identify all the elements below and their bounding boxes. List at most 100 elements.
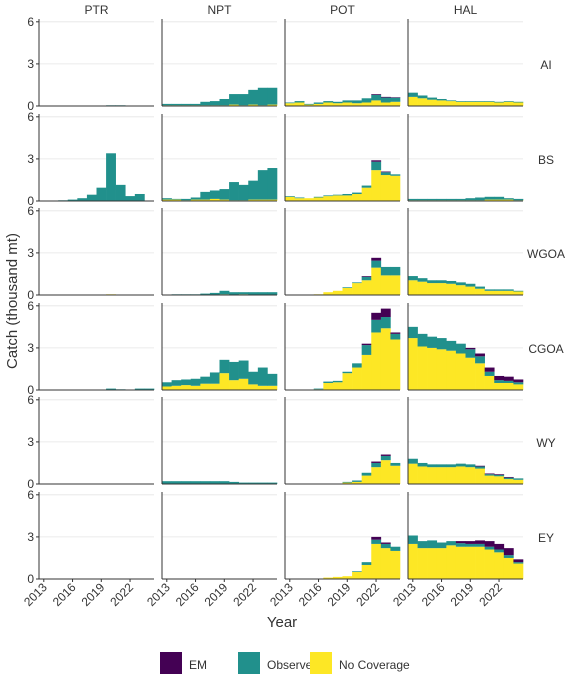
bar-no-coverage-2024 <box>513 563 524 579</box>
bar-no-coverage-2016 <box>436 467 447 484</box>
bar-no-coverage-2024 <box>513 102 524 106</box>
bar-observer-2021 <box>361 276 372 281</box>
bar-no-coverage-2017 <box>323 102 334 106</box>
panel-cgoa-ptr <box>38 303 155 391</box>
bar-no-coverage-2015 <box>304 104 315 106</box>
bar-observer-2020 <box>475 197 485 201</box>
bar-observer-2019 <box>219 98 230 106</box>
bar-observer-2020 <box>106 153 116 201</box>
bar-no-coverage-2022 <box>494 476 505 484</box>
bar-no-coverage-2017 <box>446 350 457 390</box>
bar-no-coverage-2019 <box>342 373 353 390</box>
bar-observer-2017 <box>446 541 457 546</box>
bar-no-coverage-2015 <box>427 283 438 295</box>
bar-observer-2018 <box>455 101 466 102</box>
bar-observer-2017 <box>446 100 457 102</box>
bar-observer-2022 <box>371 94 382 101</box>
bar-observer-2019 <box>465 198 476 201</box>
bar-observer-2024 <box>390 333 401 340</box>
bar-observer-2022 <box>494 196 505 200</box>
panel-ey-pot <box>284 492 401 580</box>
legend-swatch-em <box>160 652 182 674</box>
bar-observer-2021 <box>361 562 372 565</box>
bar-no-coverage-2024 <box>513 291 524 295</box>
bar-no-coverage-2018 <box>455 101 466 106</box>
bar-observer-2018 <box>455 343 466 354</box>
panel-ai-hal <box>407 19 524 107</box>
bar-em-2022 <box>371 536 382 540</box>
bar-no-coverage-2017 <box>323 292 334 295</box>
bar-observer-2020 <box>475 356 485 364</box>
bar-observer-2024 <box>513 101 524 103</box>
bar-observer-2021 <box>361 345 372 355</box>
bar-observer-2019 <box>342 371 353 374</box>
bar-no-coverage-2015 <box>181 385 192 390</box>
bar-observer-2016 <box>313 388 324 390</box>
bar-observer-2018 <box>209 101 220 106</box>
bar-observer-2018 <box>332 101 343 104</box>
bar-observer-2021 <box>484 371 495 376</box>
bar-observer-2020 <box>106 388 116 390</box>
bar-no-coverage-2023 <box>257 385 268 390</box>
bar-observer-2024 <box>513 382 524 385</box>
x-tick-label: 2013 <box>144 580 173 609</box>
bar-observer-2021 <box>484 546 495 550</box>
bar-observer-2019 <box>219 189 230 200</box>
bar-em-2023 <box>503 376 514 381</box>
bar-no-coverage-2024 <box>513 479 524 484</box>
bar-no-coverage-2023 <box>380 328 391 390</box>
bar-no-coverage-2020 <box>475 101 485 106</box>
bar-observer-2022 <box>494 474 505 477</box>
x-tick-label: 2022 <box>230 580 259 609</box>
bar-no-coverage-2022 <box>248 384 259 390</box>
bar-observer-2017 <box>200 481 211 484</box>
bar-no-coverage-2018 <box>455 285 466 295</box>
y-tick-label: 3 <box>27 341 34 355</box>
bar-observer-2013 <box>162 198 172 200</box>
bar-no-coverage-2015 <box>427 347 438 390</box>
bar-no-coverage-2014 <box>171 199 182 201</box>
bar-em-2022 <box>494 375 505 381</box>
bar-no-coverage-2023 <box>257 199 268 201</box>
bar-observer-2013 <box>408 276 418 281</box>
bar-observer-2019 <box>342 287 353 288</box>
bar-no-coverage-2020 <box>352 571 362 579</box>
bar-observer-2016 <box>436 542 447 549</box>
bar-no-coverage-2022 <box>494 102 505 106</box>
bar-observer-2020 <box>229 481 239 484</box>
facet-row-label-wgoa: WGOA <box>527 247 565 261</box>
y-tick-label: 0 <box>27 194 34 208</box>
panel-wy-npt <box>161 397 278 485</box>
bar-observer-2024 <box>513 198 524 201</box>
bar-observer-2016 <box>313 102 324 104</box>
x-tick-label: 2019 <box>448 580 477 609</box>
bar-observer-2021 <box>238 482 249 484</box>
bar-observer-2023 <box>134 388 145 390</box>
bar-observer-2020 <box>475 101 485 102</box>
bar-observer-2020 <box>352 282 362 284</box>
bar-observer-2020 <box>475 466 485 469</box>
bar-no-coverage-2023 <box>380 548 391 579</box>
y-tick-label: 0 <box>27 477 34 491</box>
bar-observer-2021 <box>361 472 372 476</box>
bar-observer-2014 <box>417 95 428 99</box>
bar-observer-2014 <box>417 333 428 347</box>
bar-observer-2024 <box>513 562 524 564</box>
bar-no-coverage-2014 <box>294 102 305 106</box>
bar-no-coverage-2020 <box>352 283 362 295</box>
bar-observer-2020 <box>229 292 239 295</box>
bar-observer-2019 <box>219 290 230 295</box>
bar-observer-2013 <box>162 382 172 387</box>
bar-no-coverage-2023 <box>503 479 514 484</box>
bar-observer-2016 <box>67 199 78 201</box>
bar-no-coverage-2019 <box>342 482 353 484</box>
bar-observer-2024 <box>513 290 524 292</box>
x-tick-label: 2013 <box>390 580 419 609</box>
bar-em-2022 <box>371 160 382 162</box>
bar-observer-2023 <box>503 198 514 200</box>
bar-no-coverage-2019 <box>342 102 353 106</box>
bar-observer-2023 <box>380 172 391 176</box>
bar-em-2023 <box>503 476 514 478</box>
bar-observer-2023 <box>503 477 514 480</box>
